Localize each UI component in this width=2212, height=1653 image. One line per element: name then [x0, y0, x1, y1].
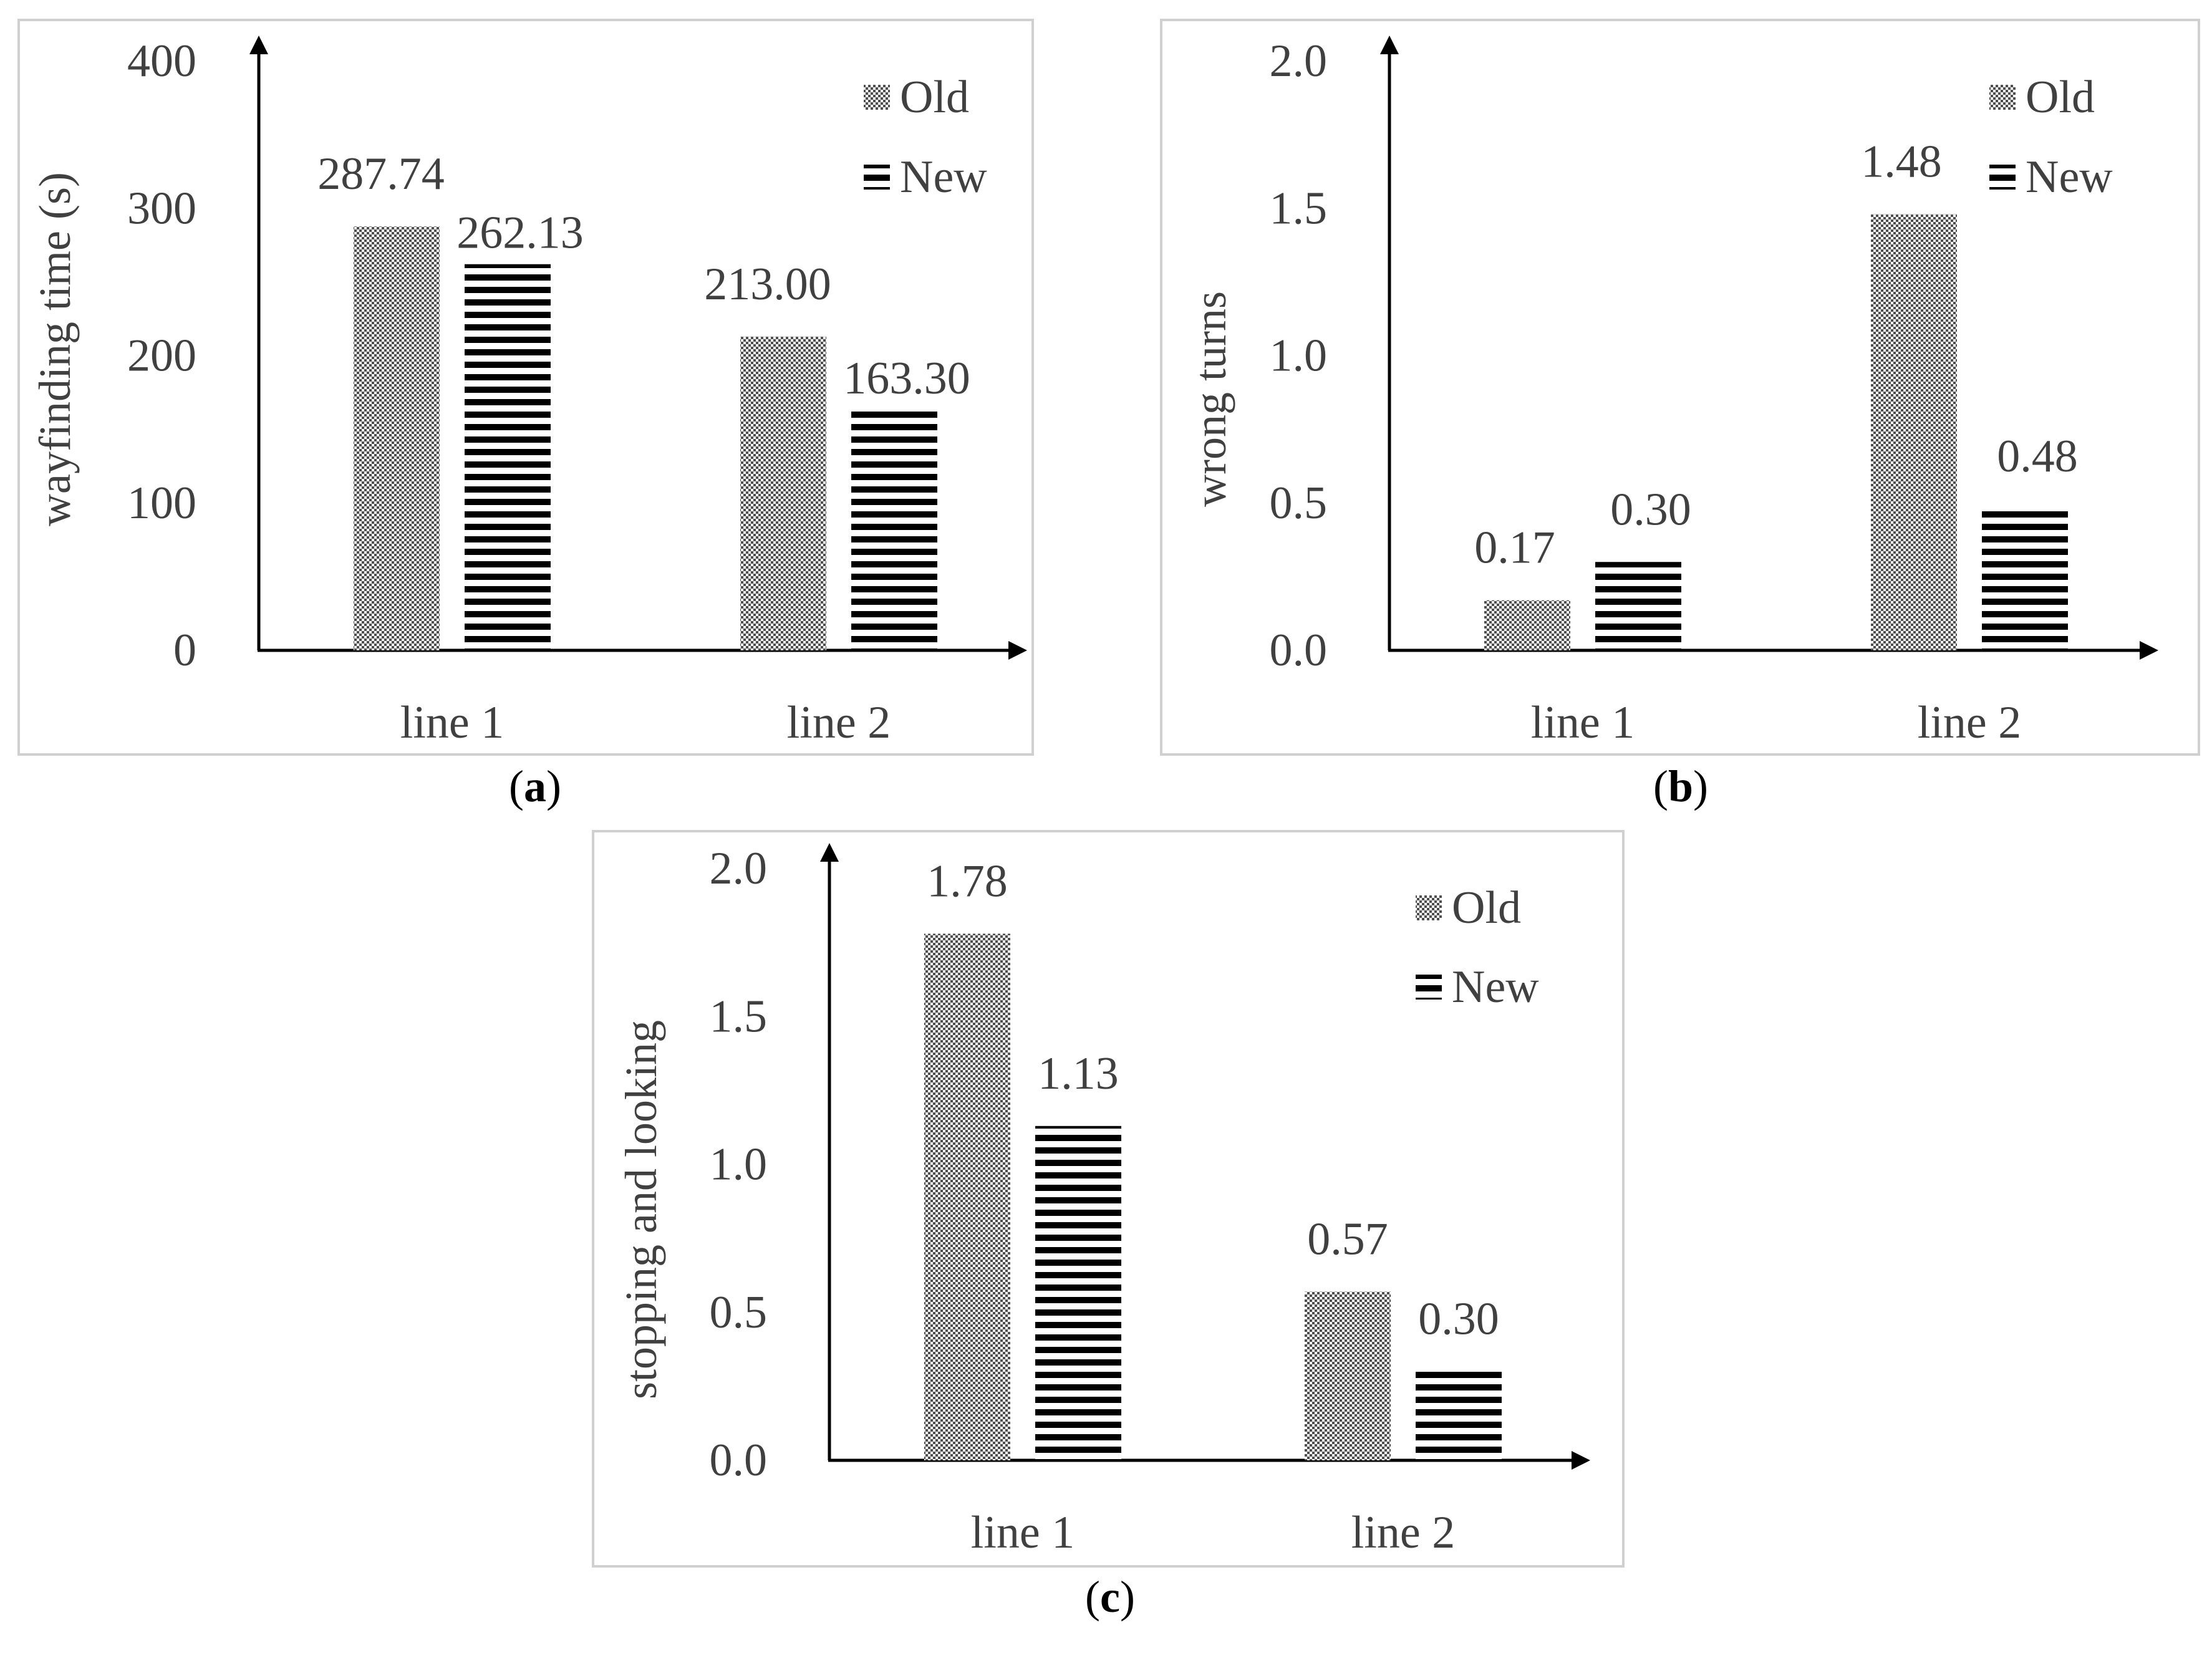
panel-b-border	[1160, 19, 2200, 756]
panel-c-data-label: 1.78	[927, 855, 1008, 907]
panel-b-bar-old-2	[1871, 214, 1957, 650]
panel-a-data-label: 213.00	[704, 259, 831, 310]
panel-a-y-tick-label: 300	[127, 183, 196, 234]
panel-a-data-label: 262.13	[456, 208, 584, 259]
panel-a-border	[17, 19, 1034, 756]
panel-a-y-tick-label: 200	[127, 330, 196, 382]
panel-a-group: 0 100 200 300 400 wayfinding time (s) 287.7426…	[17, 19, 1034, 811]
panel-b-y-tick-label: 0.5	[1270, 478, 1328, 529]
panel-c-legend-label-old: Old	[1452, 882, 1521, 933]
panel-b-legend-swatch-new	[1989, 165, 2016, 190]
panel-c-bar-old-2	[1305, 1291, 1391, 1460]
panel-c-y-tick-label: 1.5	[710, 991, 768, 1042]
panel-c-border	[592, 830, 1625, 1568]
panel-a-bar-old-2	[740, 336, 826, 650]
panel-c-x-tick-label: line 2	[1351, 1507, 1455, 1558]
panel-b-legend-label-new: New	[2026, 152, 2113, 203]
panel-b-y-tick-label: 1.0	[1270, 330, 1328, 382]
panel-c-y-axis-label: stopping and looking	[616, 1020, 666, 1399]
panel-a-caption: (a)	[509, 761, 561, 811]
panel-b-data-label: 0.30	[1610, 484, 1691, 535]
panel-b-y-axis-label: wrong turns	[1186, 291, 1235, 507]
panel-b-legend-label-old: Old	[2026, 72, 2095, 123]
panel-a-bar-new-1	[465, 264, 551, 650]
panel-b-x-tick-label: line 1	[1531, 697, 1635, 748]
panel-a-legend-swatch-new	[864, 165, 890, 190]
panel-c-group: 0.0 0.5 1.0 1.5 2.0 stopping and looking 1.78 1…	[592, 830, 1625, 1622]
panel-b-y-tick-label: 0.0	[1270, 625, 1328, 676]
panel-a-y-tick-label: 400	[127, 36, 196, 87]
panel-b-x-tick-label: line 2	[1918, 697, 2021, 748]
panel-b-y-tick-label: 2.0	[1270, 36, 1328, 87]
panel-c-data-label: 1.13	[1038, 1048, 1119, 1099]
panel-b-legend-swatch-old	[1989, 85, 2016, 110]
panel-a-bar-old-1	[354, 226, 440, 651]
panel-a-y-tick-label: 0	[173, 625, 196, 676]
panel-a-legend-swatch-old	[864, 85, 890, 110]
panel-a-data-label: 287.74	[317, 148, 445, 200]
panel-a-legend-label-old: Old	[900, 72, 969, 123]
panel-b-data-label: 0.17	[1474, 523, 1555, 574]
panel-c-legend-label-new: New	[1452, 961, 1539, 1013]
panel-c-bar-new-1	[1035, 1125, 1121, 1460]
panel-b-group: 0.0 0.5 1.0 1.5 2.0 wrong turns 0.17 0.30 line 1…	[1160, 19, 2200, 811]
panel-b-bar-new-1	[1595, 562, 1681, 650]
panel-a-x-tick-label: line 2	[787, 697, 891, 748]
panel-a-y-axis-label: wayfinding time (s)	[30, 172, 80, 526]
panel-a-legend-label-new: New	[900, 152, 987, 203]
panel-b-data-label: 1.48	[1861, 137, 1942, 188]
panel-c-legend-swatch-new	[1416, 975, 1442, 1000]
panel-a-y-tick-label: 100	[127, 478, 196, 529]
panel-b-data-label: 0.48	[1997, 431, 2078, 482]
panel-c-caption: (c)	[1085, 1572, 1135, 1622]
panel-b-bar-old-1	[1484, 600, 1570, 650]
panel-b-caption: (b)	[1653, 761, 1708, 811]
panel-c-y-tick-label: 0.0	[710, 1435, 768, 1486]
panel-c-bar-new-2	[1416, 1371, 1502, 1460]
panel-c-x-tick-label: line 1	[971, 1507, 1075, 1558]
panel-c-y-tick-label: 0.5	[710, 1287, 768, 1338]
panel-b-y-tick-label: 1.5	[1270, 183, 1328, 234]
panel-a-data-label: 163.30	[843, 353, 970, 404]
panel-c-y-tick-label: 2.0	[710, 843, 768, 894]
panel-c-bar-old-1	[924, 933, 1010, 1460]
panel-c-data-label: 0.30	[1418, 1294, 1499, 1345]
panel-c-y-tick-label: 1.0	[710, 1139, 768, 1190]
panel-a-bar-new-2	[851, 410, 937, 650]
panel-b-bar-new-2	[1982, 509, 2068, 650]
panel-c-legend-swatch-old	[1416, 895, 1442, 920]
panel-c-data-label: 0.57	[1307, 1214, 1388, 1265]
panel-a-x-tick-label: line 1	[400, 697, 504, 748]
